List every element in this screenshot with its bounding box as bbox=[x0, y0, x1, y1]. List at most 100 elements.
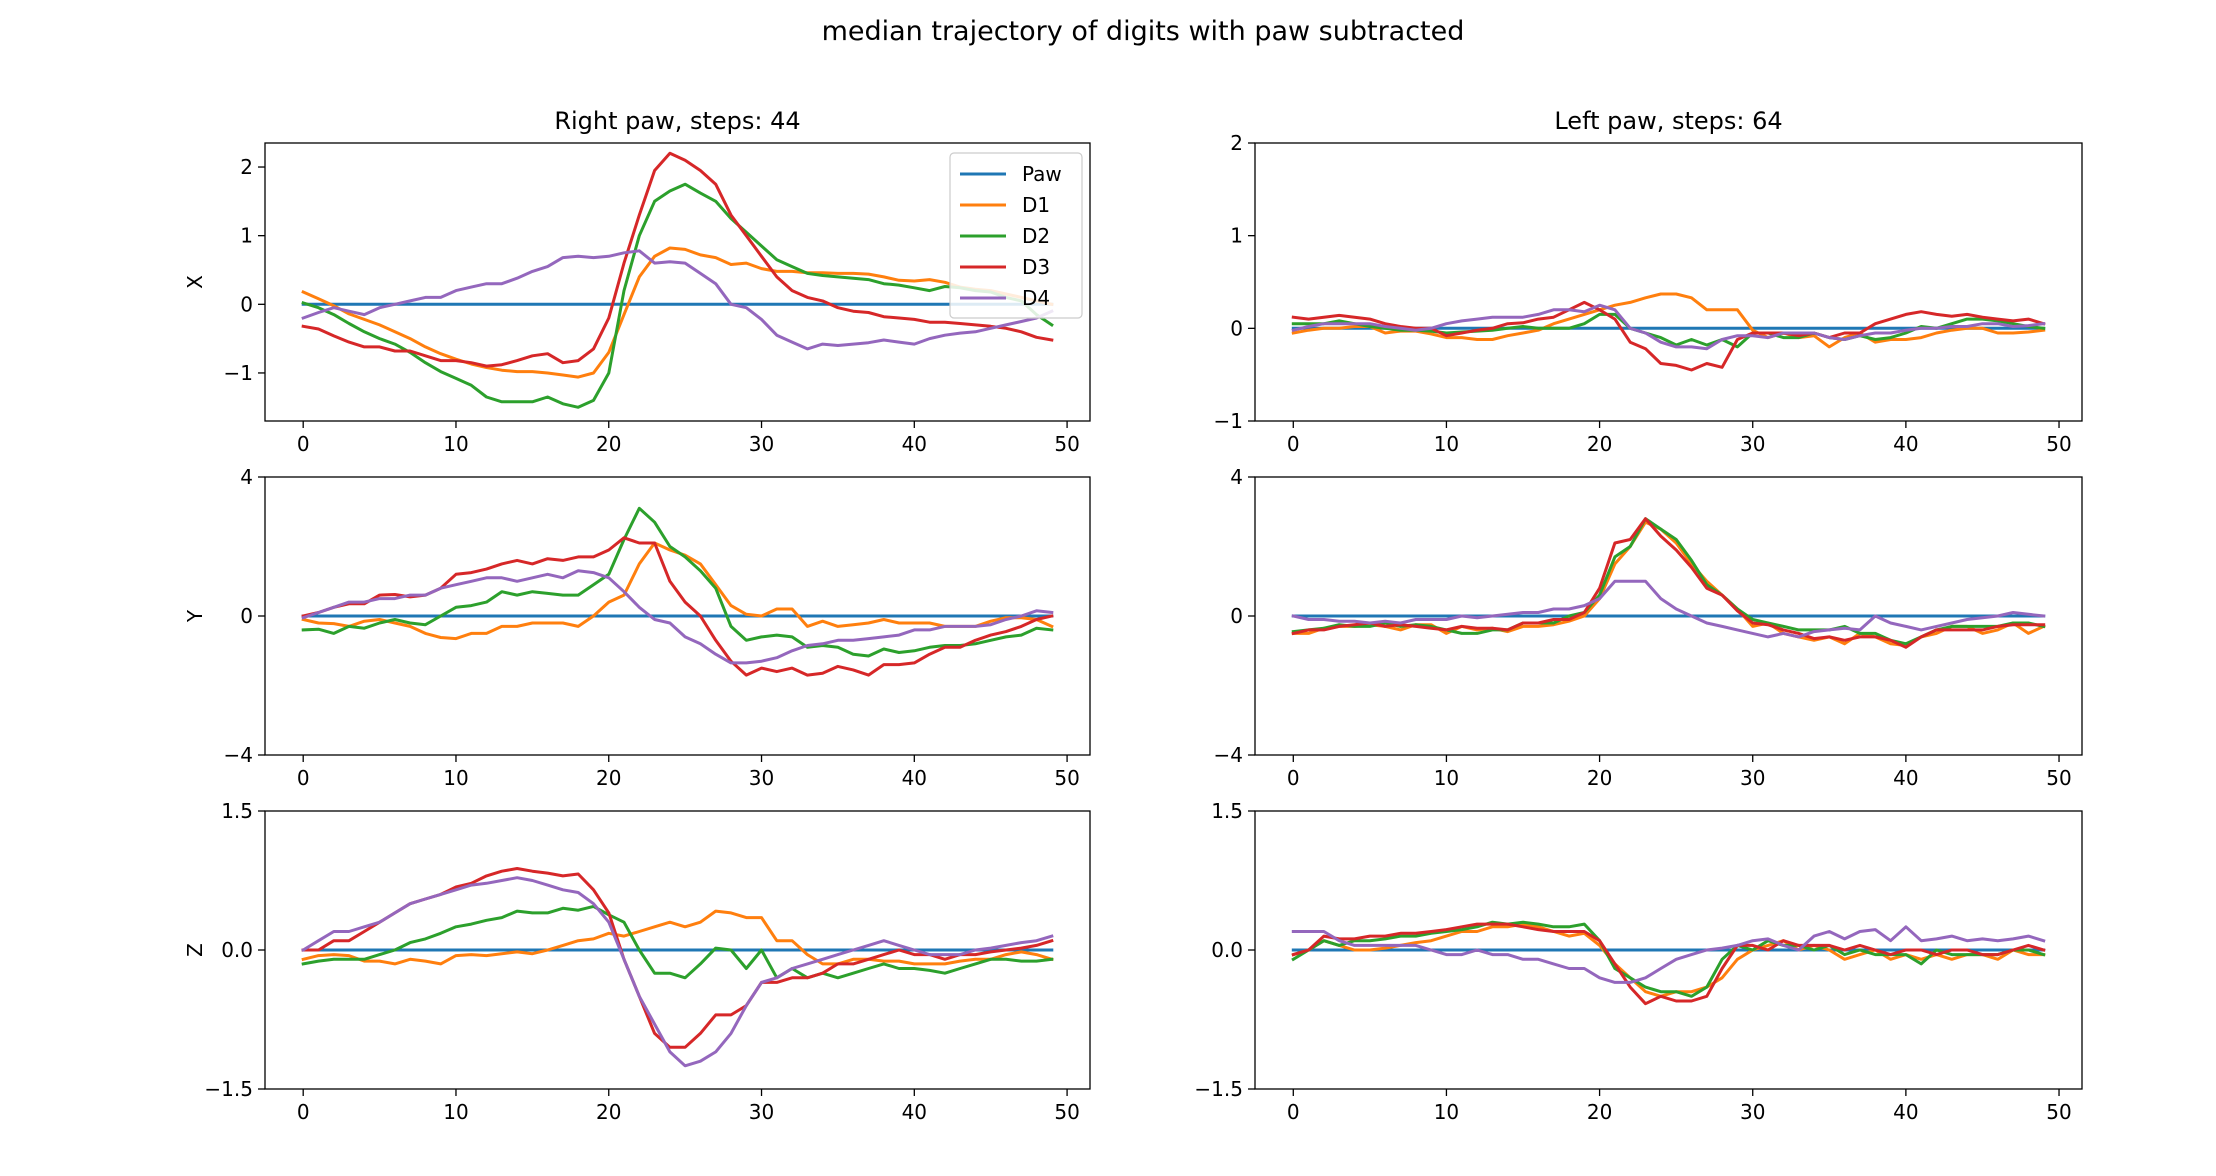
x-tick-label: 30 bbox=[1740, 432, 1765, 456]
series-line-d2 bbox=[301, 506, 1054, 658]
y-tick-label: −4 bbox=[224, 743, 253, 767]
x-tick-label: 50 bbox=[2046, 1100, 2071, 1124]
x-tick-label: 0 bbox=[1287, 432, 1300, 456]
series-line-d3 bbox=[1291, 300, 2046, 372]
x-tick-label: 20 bbox=[1587, 432, 1612, 456]
x-tick-label: 30 bbox=[749, 1100, 774, 1124]
x-tick-label: 30 bbox=[749, 766, 774, 790]
y-tick-label: −4 bbox=[1214, 743, 1243, 767]
x-tick-label: 20 bbox=[1587, 766, 1612, 790]
y-tick-label: 4 bbox=[1230, 465, 1243, 489]
series-line-d1 bbox=[301, 909, 1054, 966]
series-line-d2 bbox=[301, 182, 1054, 409]
series-line-d4 bbox=[301, 876, 1054, 1068]
y-tick-label: 0.0 bbox=[221, 938, 253, 962]
x-tick-label: 20 bbox=[596, 432, 621, 456]
x-tick-label: 0 bbox=[1287, 766, 1300, 790]
y-tick-label: 0 bbox=[1230, 316, 1243, 340]
legend-label-d4: D4 bbox=[1022, 286, 1050, 310]
series-line-d3 bbox=[1291, 517, 2046, 649]
y-tick-label: 0 bbox=[240, 292, 253, 316]
series-line-d1 bbox=[1291, 922, 2046, 998]
series-line-d4 bbox=[301, 569, 1054, 665]
y-tick-label: 0.0 bbox=[1211, 938, 1243, 962]
axes-frame bbox=[1254, 142, 2083, 422]
legend-label-d3: D3 bbox=[1022, 255, 1050, 279]
x-tick-label: 0 bbox=[1287, 1100, 1300, 1124]
legend-label-d2: D2 bbox=[1022, 224, 1050, 248]
series-group bbox=[301, 506, 1054, 677]
legend-label-paw: Paw bbox=[1022, 162, 1062, 186]
x-tick-label: 0 bbox=[297, 432, 310, 456]
y-tick-label: 2 bbox=[1230, 131, 1243, 155]
x-tick-label: 50 bbox=[1054, 432, 1079, 456]
panel-1: Right paw, steps: 440 10 20 30 40 50210−1XPaw… bbox=[183, 107, 1091, 456]
series-line-d2 bbox=[1291, 920, 2046, 998]
series-line-d1 bbox=[301, 246, 1054, 379]
legend-label-d1: D1 bbox=[1022, 193, 1050, 217]
x-tick-label: 40 bbox=[1893, 432, 1918, 456]
x-tick-label: 40 bbox=[902, 1100, 927, 1124]
x-tick-label: 50 bbox=[2046, 432, 2071, 456]
x-tick-label: 0 bbox=[297, 1100, 310, 1124]
y-axis-label: X bbox=[183, 275, 207, 289]
y-axis-label: Z bbox=[183, 943, 207, 957]
series-group bbox=[301, 867, 1054, 1068]
x-tick-label: 50 bbox=[2046, 766, 2071, 790]
axes-frame bbox=[264, 142, 1091, 422]
y-tick-label: −1 bbox=[224, 361, 253, 385]
x-tick-label: 30 bbox=[1740, 766, 1765, 790]
y-tick-label: 2 bbox=[240, 155, 253, 179]
x-tick-label: 40 bbox=[1893, 1100, 1918, 1124]
y-tick-label: −1.5 bbox=[204, 1077, 253, 1101]
series-line-d4 bbox=[1291, 925, 2046, 984]
x-tick-label: 40 bbox=[902, 432, 927, 456]
x-tick-label: 30 bbox=[749, 432, 774, 456]
y-tick-label: 1.5 bbox=[1211, 799, 1243, 823]
x-tick-label: 10 bbox=[443, 432, 468, 456]
panel-6: 0 10 20 30 40 50 1.5 0.0 −1.5 bbox=[1194, 799, 2083, 1124]
series-group bbox=[1291, 920, 2046, 1006]
series-group bbox=[1291, 517, 2046, 649]
legend-box bbox=[949, 152, 1083, 319]
x-tick-label: 0 bbox=[297, 766, 310, 790]
x-tick-label: 10 bbox=[1434, 766, 1459, 790]
series-line-d3 bbox=[1291, 922, 2046, 1006]
y-tick-label: 0 bbox=[240, 604, 253, 628]
legend: Paw D1 D2 D3 D4 bbox=[949, 152, 1083, 319]
x-tick-label: 10 bbox=[443, 1100, 468, 1124]
panel-5: 0 10 20 30 40 50 1.5 0.0 −1.5 Z bbox=[183, 799, 1091, 1124]
panel-title: Left paw, steps: 64 bbox=[1554, 107, 1782, 135]
series-line-d4 bbox=[1291, 579, 2046, 639]
series-line-d3 bbox=[301, 151, 1054, 368]
series-group bbox=[301, 151, 1054, 409]
series-line-d4 bbox=[1291, 303, 2046, 351]
y-tick-label: 1 bbox=[1230, 224, 1243, 248]
y-tick-label: −1.5 bbox=[1194, 1077, 1243, 1101]
y-tick-label: 0 bbox=[1230, 604, 1243, 628]
x-tick-label: 10 bbox=[1434, 432, 1459, 456]
y-tick-label: 4 bbox=[240, 465, 253, 489]
y-tick-label: 1.5 bbox=[221, 799, 253, 823]
x-tick-label: 20 bbox=[596, 766, 621, 790]
series-line-d2 bbox=[301, 904, 1054, 980]
x-tick-label: 20 bbox=[596, 1100, 621, 1124]
x-tick-label: 30 bbox=[1740, 1100, 1765, 1124]
x-tick-label: 20 bbox=[1587, 1100, 1612, 1124]
y-tick-label: −1 bbox=[1214, 409, 1243, 433]
panel-title: Right paw, steps: 44 bbox=[554, 107, 800, 135]
figure-suptitle: median trajectory of digits with paw sub… bbox=[822, 16, 1465, 47]
x-tick-label: 40 bbox=[902, 766, 927, 790]
x-tick-label: 50 bbox=[1054, 1100, 1079, 1124]
x-tick-label: 10 bbox=[443, 766, 468, 790]
x-tick-label: 10 bbox=[1434, 1100, 1459, 1124]
y-tick-label: 1 bbox=[240, 224, 253, 248]
y-axis-label: Y bbox=[183, 609, 207, 623]
x-tick-label: 40 bbox=[1893, 766, 1918, 790]
x-tick-label: 50 bbox=[1054, 766, 1079, 790]
